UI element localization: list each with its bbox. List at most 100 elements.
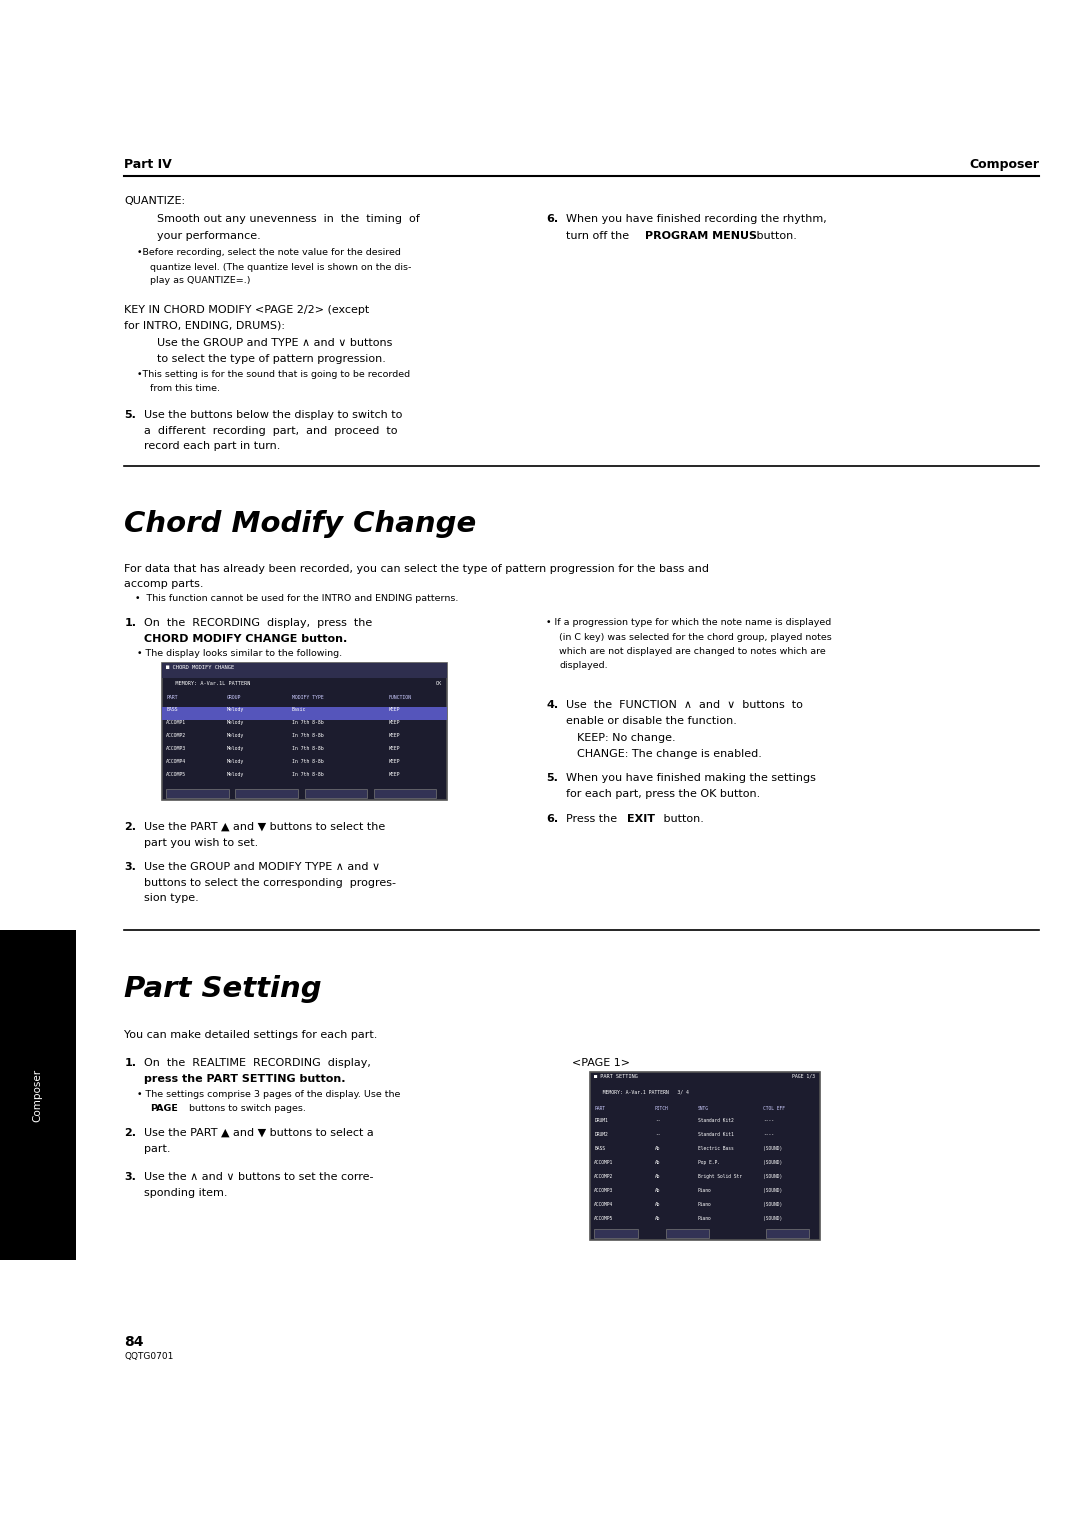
Text: Melody: Melody	[227, 759, 244, 764]
Text: 5.: 5.	[124, 410, 136, 420]
Text: In 7th 8-8b: In 7th 8-8b	[292, 720, 323, 724]
Text: KEEP: KEEP	[389, 720, 401, 724]
Text: OK: OK	[435, 681, 442, 686]
Text: ACCOMP2: ACCOMP2	[594, 1174, 613, 1180]
Text: part you wish to set.: part you wish to set.	[144, 837, 258, 848]
Text: •This setting is for the sound that is going to be recorded: •This setting is for the sound that is g…	[137, 370, 410, 379]
Text: Pop E.P.: Pop E.P.	[698, 1160, 720, 1164]
Text: • The display looks similar to the following.: • The display looks similar to the follo…	[137, 649, 342, 659]
Text: Melody: Melody	[227, 733, 244, 738]
Text: Melody: Melody	[227, 772, 244, 778]
Text: When you have finished making the settings: When you have finished making the settin…	[566, 773, 815, 782]
Text: --: --	[654, 1118, 660, 1123]
Text: QQTG0701: QQTG0701	[124, 1352, 174, 1361]
Text: Ab: Ab	[654, 1216, 660, 1221]
Text: KEY IN CHORD MODIFY <PAGE 2/2> (except: KEY IN CHORD MODIFY <PAGE 2/2> (except	[124, 306, 369, 315]
Text: part.: part.	[144, 1144, 171, 1154]
Text: ■ PART SETTING: ■ PART SETTING	[594, 1074, 638, 1079]
Text: ACCOMP5: ACCOMP5	[166, 772, 187, 778]
Text: GROUP: GROUP	[227, 695, 241, 700]
Text: PART: PART	[166, 695, 178, 700]
Text: Composer: Composer	[32, 1068, 43, 1122]
Text: On  the  RECORDING  display,  press  the: On the RECORDING display, press the	[144, 617, 372, 628]
Text: (SOUND): (SOUND)	[762, 1216, 782, 1221]
Text: ACCOMP2: ACCOMP2	[166, 733, 187, 738]
Text: BASS: BASS	[594, 1146, 605, 1151]
Text: Basic: Basic	[292, 707, 306, 712]
Text: SNTG: SNTG	[698, 1106, 708, 1111]
Text: Use the PART ▲ and ▼ buttons to select a: Use the PART ▲ and ▼ buttons to select a	[144, 1128, 374, 1138]
Bar	[374, 788, 436, 798]
Text: Ab: Ab	[654, 1203, 660, 1207]
Text: PAGE: PAGE	[150, 1105, 178, 1112]
Text: PART: PART	[594, 1106, 605, 1111]
Text: ACCOMP4: ACCOMP4	[594, 1203, 613, 1207]
Text: quantize level. (The quantize level is shown on the dis-: quantize level. (The quantize level is s…	[150, 263, 411, 272]
Text: Piano: Piano	[698, 1187, 712, 1193]
Text: 6.: 6.	[546, 814, 558, 824]
Text: FUNCTION: FUNCTION	[389, 695, 411, 700]
Text: ACCOMP4: ACCOMP4	[166, 759, 187, 764]
Text: 3.: 3.	[124, 1172, 136, 1183]
Text: KEEP: KEEP	[389, 759, 401, 764]
Text: Part IV: Part IV	[124, 157, 172, 171]
Text: Melody: Melody	[227, 746, 244, 750]
Text: ■ CHORD MODIFY CHANGE: ■ CHORD MODIFY CHANGE	[166, 665, 234, 669]
Text: sion type.: sion type.	[144, 892, 199, 903]
Text: record each part in turn.: record each part in turn.	[144, 442, 280, 451]
Text: KEEP: KEEP	[389, 746, 401, 750]
Bar	[766, 1229, 809, 1238]
Text: button.: button.	[753, 231, 797, 241]
Text: turn off the: turn off the	[566, 231, 633, 241]
FancyBboxPatch shape	[162, 663, 447, 678]
Text: Use  the  FUNCTION  ∧  and  ∨  buttons  to: Use the FUNCTION ∧ and ∨ buttons to	[566, 700, 802, 711]
Text: DRUM2: DRUM2	[594, 1132, 608, 1137]
Bar	[235, 788, 298, 798]
Text: QUANTIZE:: QUANTIZE:	[124, 196, 186, 206]
FancyBboxPatch shape	[590, 1073, 820, 1241]
Text: When you have finished recording the rhythm,: When you have finished recording the rhy…	[566, 214, 826, 225]
Text: Part Setting: Part Setting	[124, 975, 322, 1002]
Text: ACCOMP1: ACCOMP1	[594, 1160, 613, 1164]
Text: sponding item.: sponding item.	[144, 1187, 227, 1198]
Text: Smooth out any unevenness  in  the  timing  of: Smooth out any unevenness in the timing …	[157, 214, 419, 225]
Text: 2.: 2.	[124, 822, 136, 833]
Text: Melody: Melody	[227, 720, 244, 724]
Text: enable or disable the function.: enable or disable the function.	[566, 717, 737, 726]
Text: • If a progression type for which the note name is displayed: • If a progression type for which the no…	[546, 617, 832, 626]
Text: 5.: 5.	[546, 773, 558, 782]
Text: MODIFY TYPE: MODIFY TYPE	[292, 695, 323, 700]
Text: for INTRO, ENDING, DRUMS):: for INTRO, ENDING, DRUMS):	[124, 319, 285, 330]
Text: Standard Kit2: Standard Kit2	[698, 1118, 733, 1123]
Text: Standard Kit1: Standard Kit1	[698, 1132, 733, 1137]
Text: Ab: Ab	[654, 1187, 660, 1193]
Text: ACCOMP1: ACCOMP1	[166, 720, 187, 724]
Text: <PAGE 1>: <PAGE 1>	[572, 1057, 631, 1068]
Text: (SOUND): (SOUND)	[762, 1160, 782, 1164]
Bar	[305, 788, 367, 798]
Text: from this time.: from this time.	[150, 384, 220, 393]
Text: buttons to switch pages.: buttons to switch pages.	[186, 1105, 306, 1112]
Text: your performance.: your performance.	[157, 231, 260, 241]
Text: In 7th 8-8b: In 7th 8-8b	[292, 746, 323, 750]
Text: button.: button.	[660, 814, 704, 824]
Text: Piano: Piano	[698, 1203, 712, 1207]
Text: CTOL EFF: CTOL EFF	[762, 1106, 785, 1111]
Text: 4.: 4.	[546, 700, 558, 711]
Text: Melody: Melody	[227, 707, 244, 712]
Text: buttons to select the corresponding  progres-: buttons to select the corresponding prog…	[144, 879, 395, 888]
Text: EXIT: EXIT	[627, 814, 656, 824]
Text: KEEP: KEEP	[389, 707, 401, 712]
Text: 3.: 3.	[124, 862, 136, 872]
Text: displayed.: displayed.	[559, 662, 608, 669]
Text: KEEP: No change.: KEEP: No change.	[577, 733, 675, 743]
Text: KEEP: KEEP	[389, 733, 401, 738]
Text: ----: ----	[762, 1132, 773, 1137]
Text: (SOUND): (SOUND)	[762, 1187, 782, 1193]
Text: Use the ∧ and ∨ buttons to set the corre-: Use the ∧ and ∨ buttons to set the corre…	[144, 1172, 374, 1183]
Text: MEMORY: A-Var.1L PATTERN: MEMORY: A-Var.1L PATTERN	[166, 681, 251, 686]
Text: (SOUND): (SOUND)	[762, 1174, 782, 1180]
Text: ACCOMP3: ACCOMP3	[594, 1187, 613, 1193]
Text: You can make detailed settings for each part.: You can make detailed settings for each …	[124, 1030, 378, 1041]
Text: Bright Solid Str: Bright Solid Str	[698, 1174, 742, 1180]
